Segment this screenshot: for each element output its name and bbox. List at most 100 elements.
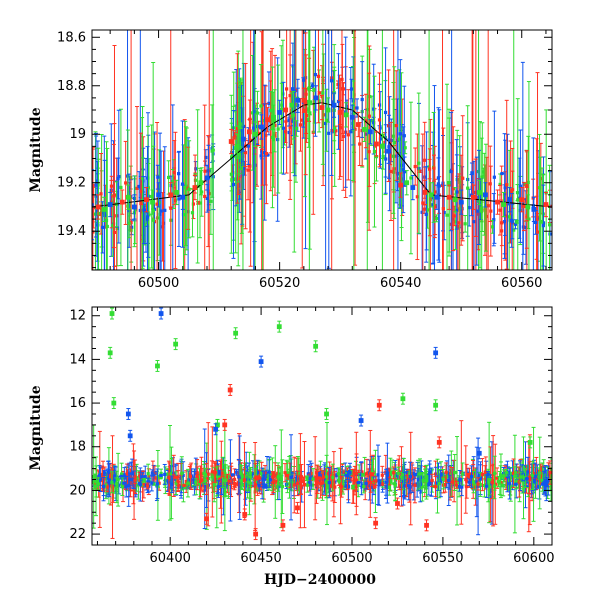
green-data-point xyxy=(253,121,258,147)
green-data-point xyxy=(125,184,131,210)
blue-data-point xyxy=(295,87,301,113)
green-data-point xyxy=(111,397,117,410)
y-tick-label: 18.6 xyxy=(57,30,86,45)
blue-data-point xyxy=(156,182,161,208)
y-tick-label: 18 xyxy=(69,440,86,455)
red-data-point xyxy=(242,508,248,521)
green-data-point xyxy=(174,179,180,206)
background-scatter xyxy=(92,30,552,270)
blue-data-point xyxy=(127,429,133,442)
red-data-point xyxy=(436,436,442,449)
blue-data-point xyxy=(313,85,319,111)
bottom-panel: 60400 60450 60500 60550 60600 12 14 16 18 20 22 xyxy=(69,306,554,566)
green-data-point xyxy=(276,320,282,333)
green-data-point xyxy=(271,104,276,130)
red-data-point xyxy=(446,184,452,210)
y-tick-label: 19.4 xyxy=(57,224,86,239)
green-data-point xyxy=(380,133,385,159)
y-tick-label: 22 xyxy=(69,527,86,542)
red-data-point xyxy=(374,131,379,157)
x-tick-label: 60560 xyxy=(501,276,542,291)
blue-data-point xyxy=(213,423,219,436)
plot-frame xyxy=(91,29,553,271)
red-data-point xyxy=(227,384,233,396)
blue-data-point xyxy=(507,187,513,213)
green-data-point xyxy=(476,179,482,206)
red-data-point xyxy=(144,187,149,213)
x-tick-label: 60500 xyxy=(138,276,179,291)
red-data-point xyxy=(422,179,428,206)
blue-data-point xyxy=(410,174,416,201)
blue-data-point xyxy=(277,99,283,126)
x-tick-label: 60520 xyxy=(259,276,300,291)
blue-data-point xyxy=(331,92,337,118)
y-tick-label: 12 xyxy=(69,309,86,324)
red-data-point xyxy=(295,501,300,514)
blue-data-point xyxy=(180,184,186,210)
background-scatter xyxy=(92,420,552,539)
red-data-point xyxy=(495,189,500,215)
red-data-point xyxy=(337,99,343,126)
blue-data-point xyxy=(258,355,264,368)
green-data-point xyxy=(400,392,406,405)
green-data-point xyxy=(307,90,313,116)
y-axis-label-bottom: Magnitude xyxy=(28,385,44,470)
plot-frame xyxy=(91,306,553,546)
red-data-point xyxy=(424,519,429,532)
green-data-point xyxy=(150,189,155,215)
red-data-point xyxy=(168,182,174,208)
green-data-point xyxy=(343,102,349,128)
red-data-point xyxy=(470,184,476,210)
blue-data-point xyxy=(349,104,355,130)
y-tick-label: 18.8 xyxy=(57,79,86,94)
red-data-point xyxy=(301,87,307,113)
blue-data-point xyxy=(240,126,246,152)
green-data-point xyxy=(525,194,531,220)
red-data-point xyxy=(265,107,270,133)
blue-data-point xyxy=(531,196,537,223)
green-data-point xyxy=(501,191,506,218)
blue-data-point xyxy=(458,189,464,215)
red-data-point xyxy=(376,399,382,412)
blue-data-point xyxy=(204,165,210,191)
blue-data-point xyxy=(483,182,488,208)
red-data-point xyxy=(283,97,289,123)
top-panel: 60500 60520 60540 60560 18.6 18.8 19 19.2 19.4 xyxy=(57,29,553,291)
blue-data-point xyxy=(368,119,373,145)
y-tick-label: 19.2 xyxy=(57,176,86,191)
green-data-point xyxy=(313,340,319,353)
green-data-point xyxy=(173,338,179,351)
x-axis-label: HJD−2400000 xyxy=(264,572,376,588)
green-data-point xyxy=(452,187,458,213)
red-data-point xyxy=(253,528,259,541)
green-data-point xyxy=(428,182,434,208)
red-data-point xyxy=(119,189,125,215)
blue-data-point xyxy=(131,194,137,220)
red-data-point xyxy=(543,191,549,218)
x-tick-label: 60600 xyxy=(513,551,554,566)
blue-data-point xyxy=(434,184,440,210)
green-data-point xyxy=(404,170,410,196)
y-tick-label: 16 xyxy=(69,396,86,411)
green-data-point xyxy=(234,133,240,159)
red-data-point xyxy=(398,172,404,198)
green-data-point xyxy=(289,92,295,118)
red-data-point xyxy=(395,497,400,510)
green-data-point xyxy=(109,307,115,320)
red-data-point xyxy=(222,418,228,431)
green-data-point xyxy=(325,97,331,123)
red-data-point xyxy=(228,128,234,155)
red-data-point xyxy=(373,517,379,530)
green-data-point xyxy=(324,408,329,420)
green-data-point xyxy=(155,359,160,372)
x-tick-label: 60550 xyxy=(422,551,463,566)
red-data-point xyxy=(519,187,525,213)
blue-data-point xyxy=(358,414,364,427)
red-data-point xyxy=(319,94,325,121)
blue-data-point xyxy=(259,114,264,140)
blue-data-point xyxy=(158,307,164,320)
x-tick-label: 60540 xyxy=(380,276,421,291)
green-data-point xyxy=(233,327,239,340)
x-tick-label: 60450 xyxy=(240,551,281,566)
blue-data-point xyxy=(433,346,439,359)
